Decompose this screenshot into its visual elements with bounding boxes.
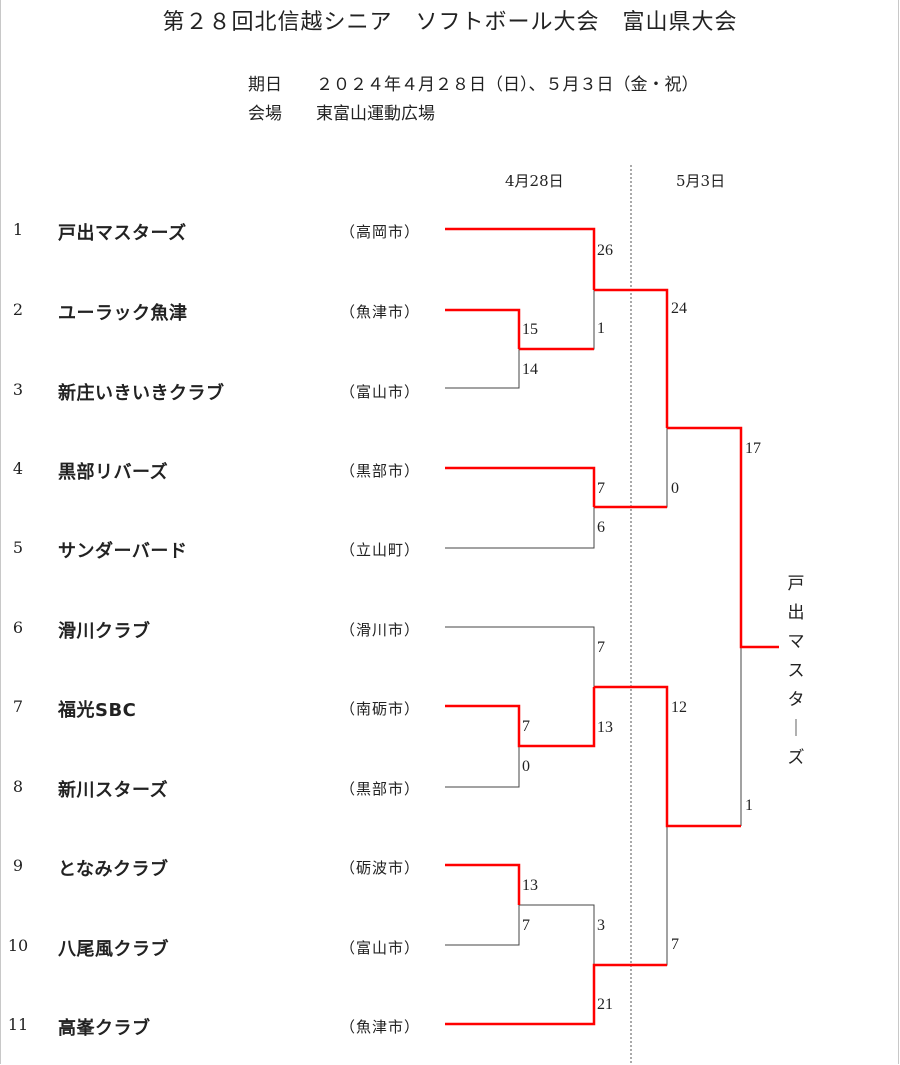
bracket-line: [445, 626, 595, 687]
champion-name: 戸出マスタ ｜ ズ: [784, 570, 808, 773]
champion-char: 出: [787, 603, 805, 623]
team-city: （砺波市）: [340, 859, 421, 877]
score: 13: [522, 877, 538, 894]
team-city: （滑川市）: [340, 621, 421, 639]
team-city: （富山市）: [340, 383, 421, 401]
team-name: 新川スターズ: [58, 780, 169, 801]
champion-char: 戸: [787, 574, 805, 594]
venue-value: 東富山運動広場: [316, 104, 435, 124]
venue-row: 会場 東富山運動広場: [248, 99, 435, 124]
team-seed: 5: [12, 538, 24, 557]
team-name: 八尾風クラブ: [58, 939, 169, 960]
team-seed: 2: [12, 300, 24, 319]
champion-char: ｜: [787, 719, 805, 739]
team-city: （南砺市）: [340, 700, 421, 718]
page-title: 第２８回北信越シニア ソフトボール大会 富山県大会: [162, 10, 738, 35]
score: 1: [745, 797, 753, 814]
team-seed: 10: [7, 936, 29, 955]
bracket-winner-line: [445, 863, 521, 905]
score: 14: [522, 361, 538, 378]
bracket-line: [445, 905, 520, 946]
team-name: 福光SBC: [58, 700, 137, 721]
team-name: 新庄いきいきクラブ: [58, 383, 225, 404]
bracket-line: [445, 349, 520, 389]
score: 3: [597, 917, 605, 934]
team-city: （黒部市）: [340, 780, 421, 798]
team-city: （黒部市）: [340, 462, 421, 480]
score: 17: [745, 440, 761, 457]
bracket-line: [519, 904, 595, 965]
team-seed: 9: [12, 856, 24, 875]
team-name: サンダーバード: [58, 541, 188, 562]
score: 6: [597, 519, 605, 536]
score: 7: [522, 718, 530, 735]
team-seed: 4: [12, 459, 24, 478]
bracket-winner-line: [445, 227, 596, 290]
bracket-winner-line: [594, 288, 669, 428]
bracket-winner-line: [445, 466, 596, 507]
round1-date: 4月28日: [505, 172, 564, 190]
team-city: （魚津市）: [340, 303, 421, 321]
score: 7: [597, 639, 605, 656]
team-city: （高岡市）: [340, 223, 421, 241]
team-name: 黒部リバーズ: [58, 462, 169, 483]
bracket-winner-line: [445, 963, 667, 1026]
bracket-line: [445, 746, 520, 788]
champion-char: タ: [787, 690, 805, 710]
score: 0: [671, 480, 679, 497]
date-value: ２０２４年４月２８日（日）、５月３日（金・祝）: [316, 75, 699, 95]
team-city: （立山町）: [340, 541, 421, 559]
score: 21: [597, 996, 613, 1013]
bracket-line: [445, 507, 595, 549]
team-name: 戸出マスターズ: [58, 223, 187, 244]
team-seed: 11: [7, 1015, 29, 1034]
bracket-winner-line: [667, 426, 779, 649]
team-seed: 8: [12, 777, 24, 796]
team-seed: 7: [12, 697, 24, 716]
score: 7: [671, 936, 679, 953]
bracket-winner-line: [594, 685, 741, 828]
venue-label: 会場: [248, 104, 282, 124]
score: 24: [671, 300, 687, 317]
team-seed: 6: [12, 618, 24, 637]
score: 26: [597, 242, 613, 259]
team-city: （魚津市）: [340, 1018, 421, 1036]
team-seed: 1: [12, 220, 24, 239]
team-name: となみクラブ: [58, 859, 169, 880]
bracket-line: [519, 290, 595, 350]
score: 7: [597, 480, 605, 497]
bracket-winner-line: [445, 308, 521, 349]
date-label: 期日: [248, 75, 282, 95]
round2-date: 5月3日: [676, 172, 726, 190]
score: 0: [522, 758, 530, 775]
champion-char: マ: [787, 632, 805, 652]
team-name: 滑川クラブ: [58, 621, 151, 642]
score: 1: [597, 320, 605, 337]
date-row: 期日 ２０２４年４月２８日（日）、５月３日（金・祝）: [248, 70, 699, 95]
team-name: 高峯クラブ: [58, 1018, 151, 1039]
team-city: （富山市）: [340, 939, 421, 957]
score: 12: [671, 699, 687, 716]
bracket-winner-line: [445, 687, 596, 748]
team-seed: 3: [12, 380, 24, 399]
score: 15: [522, 321, 538, 338]
score: 13: [597, 719, 613, 736]
champion-char: ス: [787, 661, 805, 681]
team-name: ユーラック魚津: [58, 303, 188, 324]
score: 7: [522, 917, 530, 934]
champion-char: ズ: [787, 748, 805, 768]
